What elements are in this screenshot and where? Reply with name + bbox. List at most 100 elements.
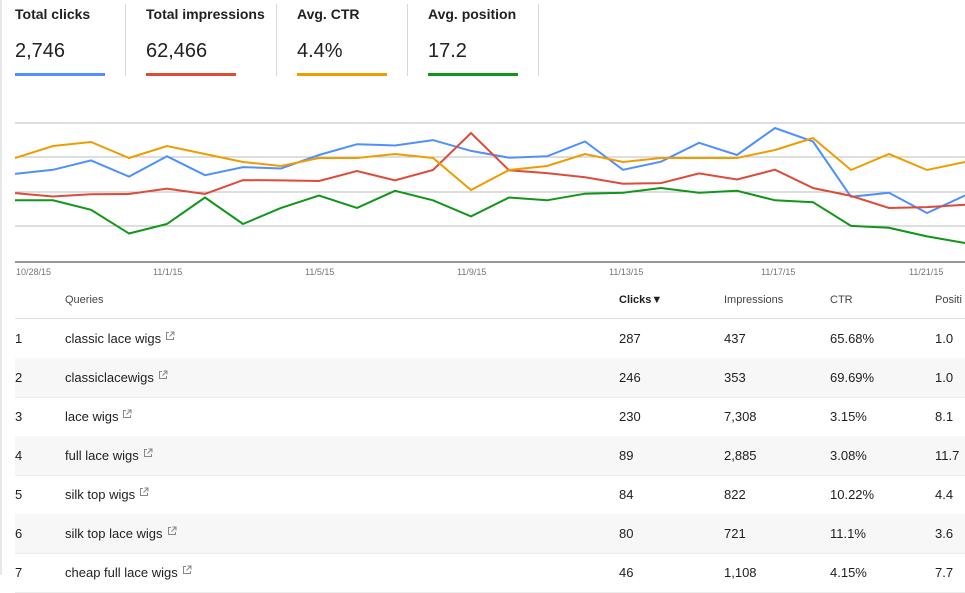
metric-value: 4.4% <box>297 40 343 62</box>
table-row[interactable]: 2 classiclacewigs 246 353 69.69% 1.0 <box>15 358 965 398</box>
query-cell: classiclacewigs <box>65 370 168 385</box>
row-number: 5 <box>15 487 23 502</box>
metric-value: 62,466 <box>146 40 208 62</box>
table-row[interactable]: 1 classic lace wigs 287 437 65.68% 1.0 <box>15 319 965 359</box>
position-cell: 1.0 <box>935 331 954 346</box>
position-cell: 7.7 <box>935 565 954 580</box>
ctr-cell: 3.15% <box>830 409 867 424</box>
ctr-cell: 10.22% <box>830 487 875 502</box>
row-number: 3 <box>15 409 23 424</box>
query-text[interactable]: full lace wigs <box>65 448 139 463</box>
clicks-cell: 246 <box>619 370 641 385</box>
position-cell: 4.4 <box>935 487 954 502</box>
header-position[interactable]: Positi <box>935 294 962 306</box>
header-ctr[interactable]: CTR <box>830 294 853 306</box>
query-cell: silk top lace wigs <box>65 526 177 541</box>
x-tick-label: 11/17/15 <box>761 267 795 277</box>
impressions-cell: 437 <box>724 331 746 346</box>
impressions-cell: 7,308 <box>724 409 757 424</box>
query-text[interactable]: cheap full lace wigs <box>65 565 178 580</box>
row-number: 2 <box>15 370 23 385</box>
metric-color-bar <box>15 73 105 76</box>
clicks-cell: 89 <box>619 448 634 463</box>
table-row[interactable]: 5 silk top wigs 84 822 10.22% 4.4 <box>15 475 965 515</box>
metric-color-bar <box>428 73 518 76</box>
metric-total-impressions[interactable]: Total impressions 62,466 <box>146 0 276 76</box>
ctr-cell: 69.69% <box>830 370 875 385</box>
query-cell: classic lace wigs <box>65 331 175 346</box>
clicks-cell: 84 <box>619 487 634 502</box>
query-cell: cheap full lace wigs <box>65 565 192 580</box>
metric-avg-position[interactable]: Avg. position 17.2 <box>428 0 538 76</box>
position-cell: 1.0 <box>935 370 954 385</box>
row-number: 1 <box>15 331 23 346</box>
ctr-cell: 11.1% <box>830 526 866 541</box>
x-tick-label: 11/5/15 <box>305 267 334 277</box>
query-cell: full lace wigs <box>65 448 153 463</box>
external-link-icon[interactable] <box>165 331 175 341</box>
divider <box>276 4 277 76</box>
metric-label: Total impressions <box>146 6 265 22</box>
query-text[interactable]: silk top lace wigs <box>65 526 163 541</box>
ctr-cell: 65.68% <box>830 331 875 346</box>
divider <box>125 4 126 76</box>
table-row[interactable]: 6 silk top lace wigs 80 721 11.1% 3.6 <box>15 514 965 554</box>
metric-avg-ctr[interactable]: Avg. CTR 4.4% <box>297 0 407 76</box>
impressions-cell: 353 <box>724 370 746 385</box>
query-cell: silk top wigs <box>65 487 149 502</box>
divider <box>538 4 539 76</box>
query-text[interactable]: classic lace wigs <box>65 331 162 346</box>
external-link-icon[interactable] <box>122 409 132 419</box>
query-text[interactable]: lace wigs <box>65 409 119 424</box>
external-link-icon[interactable] <box>139 487 149 497</box>
table-row[interactable]: 7 cheap full lace wigs 46 1,108 4.15% 7.7 <box>15 553 965 593</box>
metric-label: Avg. position <box>428 6 517 22</box>
x-tick-label: 11/21/15 <box>909 267 943 277</box>
series-line-ctr <box>15 136 965 192</box>
series-line-impressions <box>15 131 965 210</box>
external-link-icon[interactable] <box>167 526 177 536</box>
position-cell: 11.7 <box>935 448 960 463</box>
query-text[interactable]: silk top wigs <box>65 487 136 502</box>
performance-line-chart: 10/28/15 11/1/15 11/5/15 11/9/15 11/13/15 11/… <box>15 122 965 277</box>
clicks-cell: 287 <box>619 331 641 346</box>
position-cell: 3.6 <box>935 526 954 541</box>
metric-total-clicks[interactable]: Total clicks 2,746 <box>15 0 125 76</box>
x-tick-label: 11/13/15 <box>609 267 643 277</box>
clicks-cell: 80 <box>619 526 634 541</box>
external-link-icon[interactable] <box>158 370 168 380</box>
row-number: 6 <box>15 526 23 541</box>
external-link-icon[interactable] <box>182 565 192 575</box>
ctr-cell: 3.08% <box>830 448 867 463</box>
metric-label: Total clicks <box>15 6 91 22</box>
position-cell: 8.1 <box>935 409 954 424</box>
clicks-cell: 230 <box>619 409 641 424</box>
row-number: 4 <box>15 448 23 463</box>
impressions-cell: 2,885 <box>724 448 757 463</box>
metric-color-bar <box>297 73 387 76</box>
metric-value: 2,746 <box>15 40 66 62</box>
clicks-cell: 46 <box>619 565 634 580</box>
table-row[interactable]: 3 lace wigs 230 7,308 3.15% 8.1 <box>15 397 965 437</box>
ctr-cell: 4.15% <box>830 565 867 580</box>
metric-color-bar <box>146 73 236 76</box>
header-impressions[interactable]: Impressions <box>724 294 784 306</box>
metric-value: 17.2 <box>428 40 467 62</box>
header-queries[interactable]: Queries <box>65 294 104 306</box>
header-clicks[interactable]: Clicks▼ <box>619 294 663 306</box>
x-tick-label: 11/1/15 <box>153 267 182 277</box>
impressions-cell: 1,108 <box>724 565 757 580</box>
series-line-position <box>15 186 965 244</box>
x-tick-label: 11/9/15 <box>457 267 486 277</box>
impressions-cell: 721 <box>724 526 746 541</box>
table-header: Queries Clicks▼ Impressions CTR Positi <box>15 283 965 319</box>
left-border <box>0 0 2 575</box>
query-cell: lace wigs <box>65 409 132 424</box>
table-row[interactable]: 4 full lace wigs 89 2,885 3.08% 11.7 <box>15 436 965 476</box>
external-link-icon[interactable] <box>143 448 153 458</box>
x-tick-label: 10/28/15 <box>16 267 51 277</box>
metric-label: Avg. CTR <box>297 6 360 22</box>
divider <box>407 4 408 76</box>
query-text[interactable]: classiclacewigs <box>65 370 154 385</box>
impressions-cell: 822 <box>724 487 746 502</box>
